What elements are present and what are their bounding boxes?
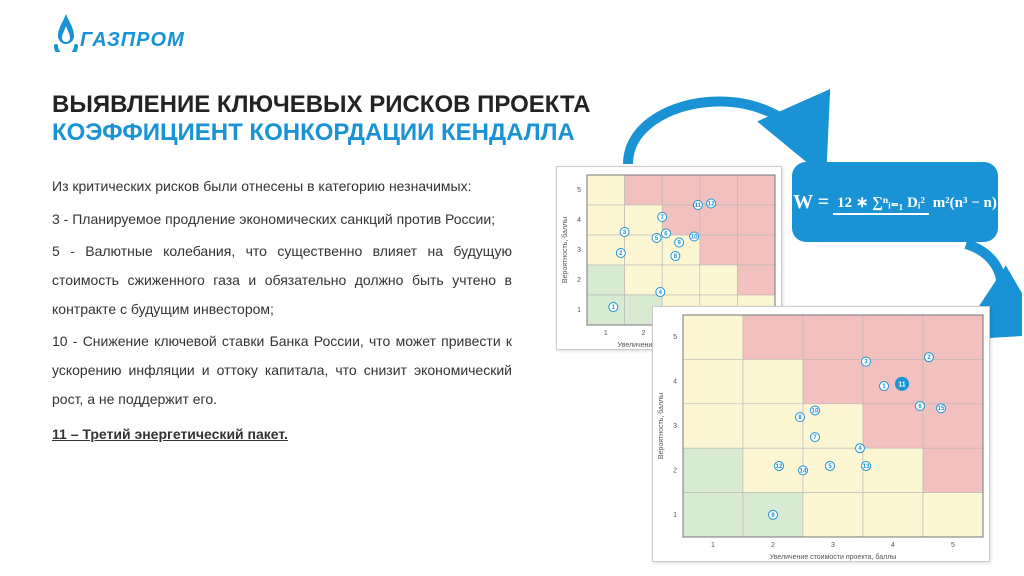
svg-text:1: 1 <box>711 542 715 549</box>
svg-text:12: 12 <box>708 202 715 208</box>
risk-item-3: 3 - Планируемое продление экономических … <box>52 205 512 234</box>
svg-text:1: 1 <box>604 330 608 337</box>
svg-text:3: 3 <box>577 247 581 254</box>
risk-item-11: 11 – Третий энергетический пакет. <box>52 420 512 449</box>
svg-text:10: 10 <box>812 408 819 414</box>
kendall-formula: W = 12 ∗ ∑ⁿᵢ₌₁ Dᵢ² m²(n³ − n) <box>792 162 998 242</box>
risk-item-10: 10 - Снижение ключевой ставки Банка Росс… <box>52 327 512 413</box>
risk-matrix-bottom: 1234512345Увеличение стоимости проекта, … <box>652 306 990 562</box>
body-text: Из критических рисков были отнесены в ка… <box>52 172 512 448</box>
formula-denominator: m²(n³ − n) <box>933 193 997 211</box>
svg-text:2: 2 <box>641 330 645 337</box>
svg-text:Увеличение стоимости проекта,: Увеличение стоимости проекта, баллы <box>770 553 897 561</box>
arrow-top <box>618 64 838 174</box>
svg-text:3: 3 <box>831 542 835 549</box>
intro-text: Из критических рисков были отнесены в ка… <box>52 172 512 201</box>
svg-text:13: 13 <box>863 464 870 470</box>
svg-text:1: 1 <box>577 307 581 314</box>
formula-W-label: W = <box>793 191 829 214</box>
svg-text:5: 5 <box>673 334 677 341</box>
svg-text:15: 15 <box>938 406 945 412</box>
svg-text:12: 12 <box>776 464 783 470</box>
title-line1: ВЫЯВЛЕНИЕ КЛЮЧЕВЫХ РИСКОВ ПРОЕКТА <box>52 92 590 118</box>
svg-text:2: 2 <box>673 467 677 474</box>
svg-text:11: 11 <box>898 381 906 388</box>
risk-item-5: 5 - Валютные колебания, что существенно … <box>52 237 512 323</box>
svg-text:4: 4 <box>891 542 895 549</box>
svg-text:10: 10 <box>691 235 698 241</box>
gazprom-logo: ГАЗПРОМ <box>52 12 185 52</box>
svg-text:5: 5 <box>577 187 581 194</box>
svg-text:5: 5 <box>951 542 955 549</box>
svg-text:4: 4 <box>673 379 677 386</box>
svg-text:2: 2 <box>577 277 581 284</box>
svg-text:Вероятность, баллы: Вероятность, баллы <box>657 393 665 459</box>
svg-text:4: 4 <box>577 217 581 224</box>
formula-numerator: 12 ∗ ∑ⁿᵢ₌₁ Dᵢ² <box>833 195 929 215</box>
svg-text:14: 14 <box>800 468 807 474</box>
svg-text:2: 2 <box>771 542 775 549</box>
svg-text:3: 3 <box>673 423 677 430</box>
svg-text:Вероятность, баллы: Вероятность, баллы <box>561 217 569 283</box>
title-line2: КОЭФФИЦИЕНТ КОНКОРДАЦИИ КЕНДАЛЛА <box>52 120 590 146</box>
svg-text:11: 11 <box>695 203 702 209</box>
flame-icon <box>52 12 80 52</box>
svg-text:1: 1 <box>673 512 677 519</box>
slide-titles: ВЫЯВЛЕНИЕ КЛЮЧЕВЫХ РИСКОВ ПРОЕКТА КОЭФФИ… <box>52 92 590 147</box>
brand-name: ГАЗПРОМ <box>80 29 185 52</box>
